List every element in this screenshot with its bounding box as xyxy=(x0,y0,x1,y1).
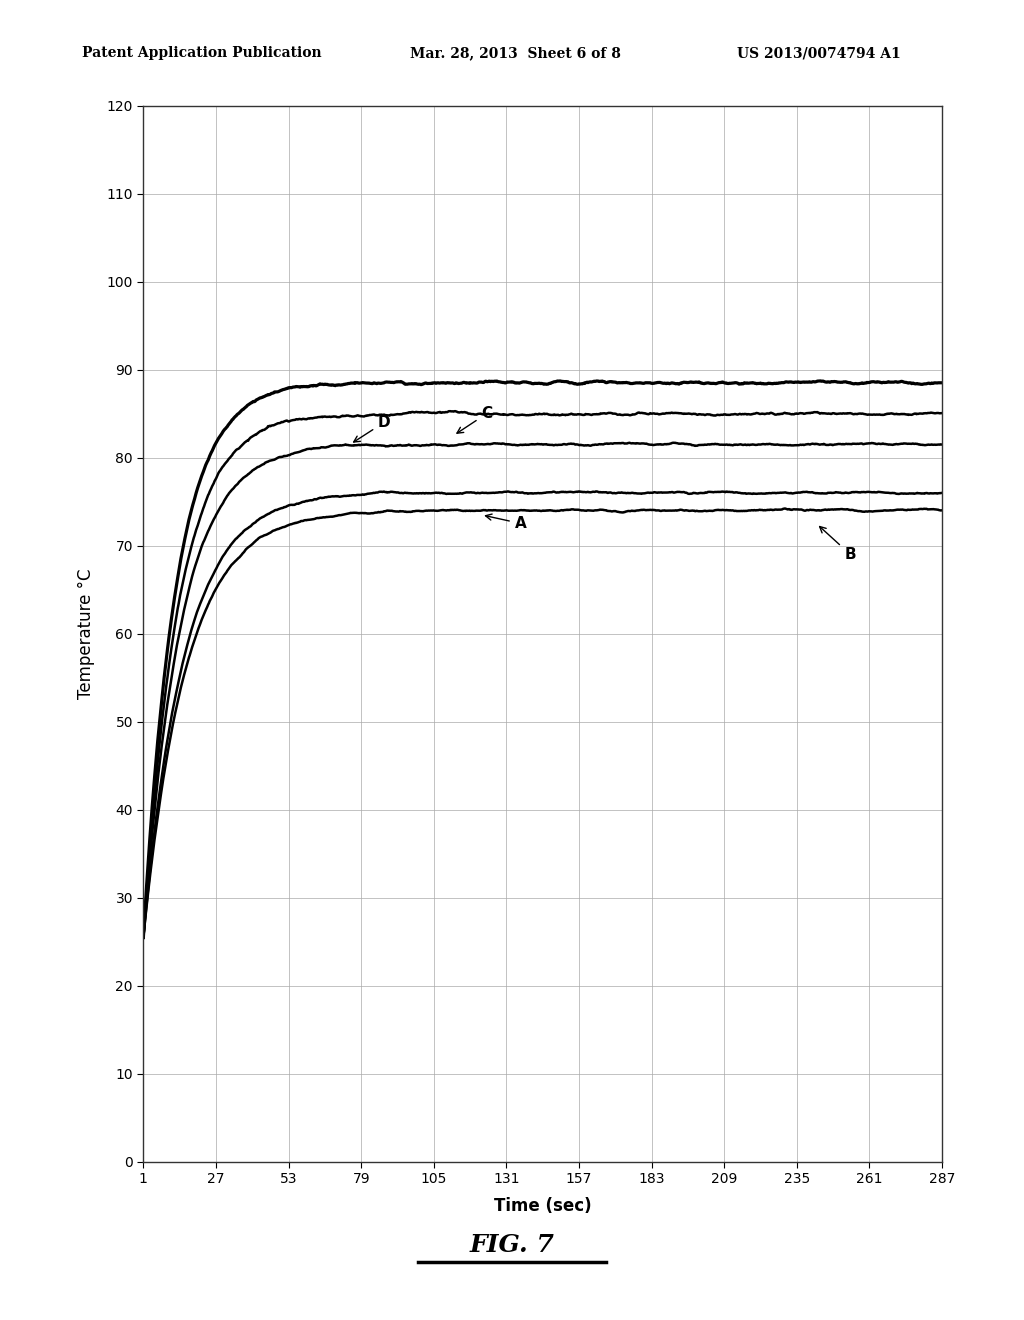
Text: D: D xyxy=(353,414,390,442)
X-axis label: Time (sec): Time (sec) xyxy=(494,1197,592,1216)
Text: Mar. 28, 2013  Sheet 6 of 8: Mar. 28, 2013 Sheet 6 of 8 xyxy=(410,46,621,61)
Y-axis label: Temperature °C: Temperature °C xyxy=(78,569,95,698)
Text: Patent Application Publication: Patent Application Publication xyxy=(82,46,322,61)
Text: FIG. 7: FIG. 7 xyxy=(470,1233,554,1257)
Text: A: A xyxy=(485,513,526,531)
Text: B: B xyxy=(819,527,856,562)
Text: US 2013/0074794 A1: US 2013/0074794 A1 xyxy=(737,46,901,61)
Text: C: C xyxy=(457,407,493,433)
